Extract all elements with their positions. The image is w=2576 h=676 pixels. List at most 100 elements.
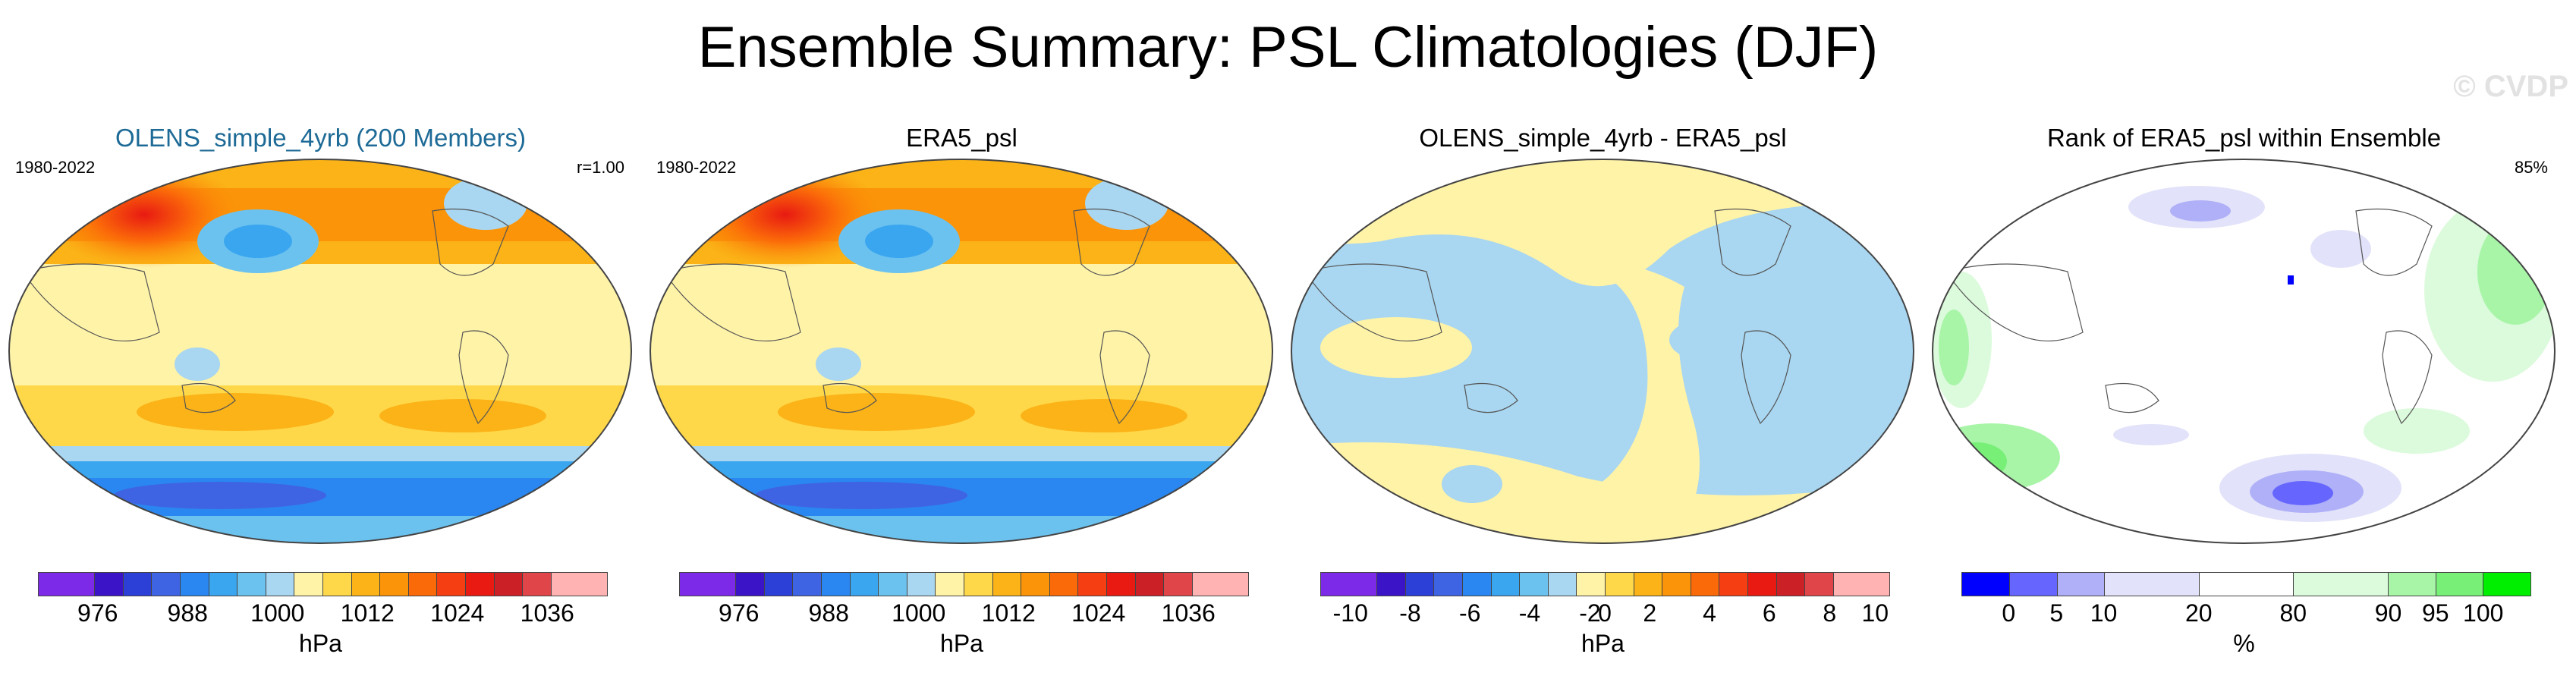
tick-label: 5 [2049, 599, 2064, 627]
tick-label: 20 [2184, 599, 2213, 627]
coastline-asia [1304, 263, 1442, 341]
coastline-south-america [1099, 330, 1150, 425]
coastline-australia [181, 382, 236, 413]
colorbar [1961, 572, 2531, 596]
colorbar-cell [1433, 572, 1463, 596]
map-border [8, 159, 632, 544]
low-rank-patch [2113, 424, 2189, 445]
tick-label: 1024 [430, 599, 485, 627]
high-rank-south-atlantic-core [1946, 442, 2007, 480]
colorbar-cell [1690, 572, 1720, 596]
colorbar-cell [1490, 572, 1521, 596]
colorbar [1320, 572, 1890, 596]
colorbar-ticks: 0 5 10 20 80 90 95 100 [1961, 599, 2530, 630]
colorbar-cell [1519, 572, 1549, 596]
colorbar-unit: hPa [299, 630, 342, 657]
colorbar-unit: % [2233, 630, 2255, 657]
colorbar-cell [179, 572, 209, 596]
colorbar-cell [2008, 572, 2058, 596]
lowest-rank-cell [2288, 275, 2294, 285]
colorbar-cell [1021, 572, 1050, 596]
colorbar-cell [1576, 572, 1606, 596]
colorbar-cell [122, 572, 153, 596]
colorbar [679, 572, 1249, 596]
tick-label: 1000 [892, 599, 946, 627]
panel-model-climatology: OLENS_simple_4yrb (200 Members) 1980-202… [0, 114, 641, 675]
colorbar-cell [1747, 572, 1777, 596]
colorbar-cell [1106, 572, 1136, 596]
tick-label: -10 [1332, 599, 1368, 627]
colorbar-cell [1719, 572, 1748, 596]
aleutian-low-core [224, 225, 292, 258]
tick-label: 95 [2421, 599, 2449, 627]
coastline-south-america [1741, 330, 1791, 425]
colorbar-cell [1832, 572, 1890, 596]
colorbar-cell [1604, 572, 1634, 596]
panel-rank: Rank of ERA5_psl within Ensemble 85% [1923, 114, 2565, 675]
colorbar-cell [407, 572, 438, 596]
southern-gradient-2 [650, 461, 1272, 478]
tick-label: 1024 [1071, 599, 1126, 627]
tick-label: 10 [2090, 599, 2118, 627]
colorbar-ticks: 976 988 1000 1012 1024 1036 [679, 599, 1248, 630]
rank-map [1932, 159, 2556, 544]
period-label: 1980-2022 [15, 158, 96, 177]
maritime-low [175, 347, 220, 381]
southern-trough-core [755, 482, 967, 509]
psl-map [650, 159, 1273, 544]
colorbar-cell [1320, 572, 1378, 596]
coastline-asia [1945, 263, 2084, 341]
colorbar-cell [94, 572, 124, 596]
panel-title: OLENS_simple_4yrb (200 Members) [115, 124, 527, 152]
southern-gradient-1 [9, 446, 631, 461]
map-border [1291, 159, 1914, 544]
colorbar-cell [1077, 572, 1107, 596]
colorbar-cell [464, 572, 495, 596]
tick-label: 1012 [981, 599, 1036, 627]
map-border [1932, 159, 2556, 544]
icelandic-low [1085, 177, 1168, 230]
tick-label: 1036 [1161, 599, 1216, 627]
tick-label: 1036 [520, 599, 574, 627]
colorbar-cell [265, 572, 295, 596]
southern-trough-core [114, 482, 326, 509]
colorbar-cell [963, 572, 993, 596]
tick-label: -8 [1399, 599, 1421, 627]
aleutian-low-core [865, 225, 933, 258]
colorbar-cell [1961, 572, 2010, 596]
colorbar-cell [379, 572, 409, 596]
high-rank-africa [2364, 408, 2470, 454]
tick-label: 10 [1861, 599, 1889, 627]
colorbar-cell [735, 572, 765, 596]
coastline-asia [663, 263, 801, 341]
colorbar-unit: hPa [1581, 630, 1625, 657]
positive-diff-atlantic [1540, 263, 1700, 543]
tick-label: -4 [1518, 599, 1541, 627]
colorbar-cell [878, 572, 907, 596]
colorbar [38, 572, 608, 596]
tick-label: 1012 [340, 599, 395, 627]
tick-label: 0 [1598, 599, 1612, 627]
s-pacific-high [778, 393, 975, 431]
tick-label: 100 [2463, 599, 2504, 627]
coastline-north-america [1714, 208, 1791, 276]
panel-title: Rank of ERA5_psl within Ensemble [2046, 124, 2442, 152]
low-rank-arctic-core [2170, 200, 2231, 222]
tick-label: 2 [1643, 599, 1657, 627]
colorbar-cell [935, 572, 964, 596]
colorbar-cell [2435, 572, 2484, 596]
coastline-south-america [458, 330, 509, 425]
tick-label: 988 [808, 599, 849, 627]
coastline-australia [1464, 382, 1518, 413]
colorbar-cell [322, 572, 352, 596]
low-rank-south-pacific-core [2272, 481, 2333, 505]
southern-gradient-2 [9, 461, 631, 478]
coastline-asia [22, 263, 160, 341]
s-atlantic-high [1021, 399, 1187, 432]
tick-label: 1000 [250, 599, 305, 627]
colorbar-cell [38, 572, 96, 596]
colorbar-cell [1049, 572, 1079, 596]
colorbar-ticks: -10 -8 -6 -4 -2 0 2 4 6 8 10 [1320, 599, 1889, 630]
maritime-low [816, 347, 861, 381]
colorbar-cell [1633, 572, 1663, 596]
